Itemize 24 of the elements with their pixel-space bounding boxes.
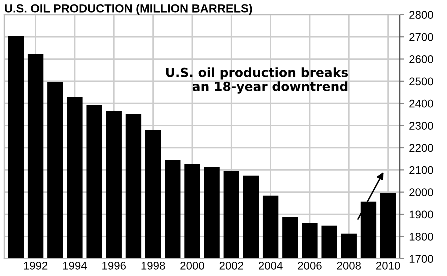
y-tick-label: 2800 [410, 11, 434, 20]
y-tick-label: 2300 [410, 122, 434, 130]
y-tick-label: 2500 [410, 78, 434, 86]
annotation: U.S. oil production breaks an 18-year downtrend [166, 68, 348, 94]
x-tick-label: 1994 [63, 262, 88, 270]
x-tick-label: 2010 [376, 262, 400, 270]
y-tick-label: 1900 [410, 210, 434, 219]
y-tick-label: 2400 [410, 100, 434, 108]
y-tick-label: 2200 [410, 144, 434, 152]
y-tick-label: 2000 [410, 188, 434, 196]
x-tick-label: 1998 [142, 262, 166, 270]
chart-title: U.S. OIL PRODUCTION (MILLION BARRELS) [5, 4, 252, 16]
y-tick-label: 2700 [410, 33, 434, 42]
x-tick-label: 2006 [298, 262, 322, 270]
y-tick-label: 2600 [410, 56, 434, 64]
x-tick-label: 2002 [220, 262, 244, 270]
y-tick-label: 1800 [410, 232, 434, 241]
x-tick-label: 1992 [24, 262, 48, 270]
x-tick-label: 2008 [337, 262, 362, 270]
x-tick-label: 2000 [180, 262, 204, 270]
y-tick-label: 1700 [410, 255, 434, 264]
y-tick-label: 2100 [410, 166, 434, 174]
x-tick-label: 2004 [259, 262, 283, 270]
x-tick-label: 1996 [102, 262, 126, 270]
